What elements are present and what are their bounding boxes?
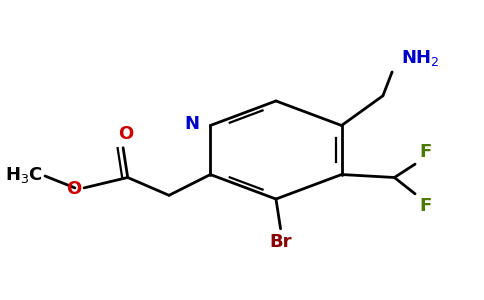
Text: H$_3$C: H$_3$C [5, 164, 43, 184]
Text: O: O [66, 180, 82, 198]
Text: O: O [118, 125, 133, 143]
Text: NH$_2$: NH$_2$ [401, 47, 440, 68]
Text: F: F [420, 143, 432, 161]
Text: N: N [184, 115, 199, 133]
Text: Br: Br [269, 233, 292, 251]
Text: F: F [420, 197, 432, 215]
